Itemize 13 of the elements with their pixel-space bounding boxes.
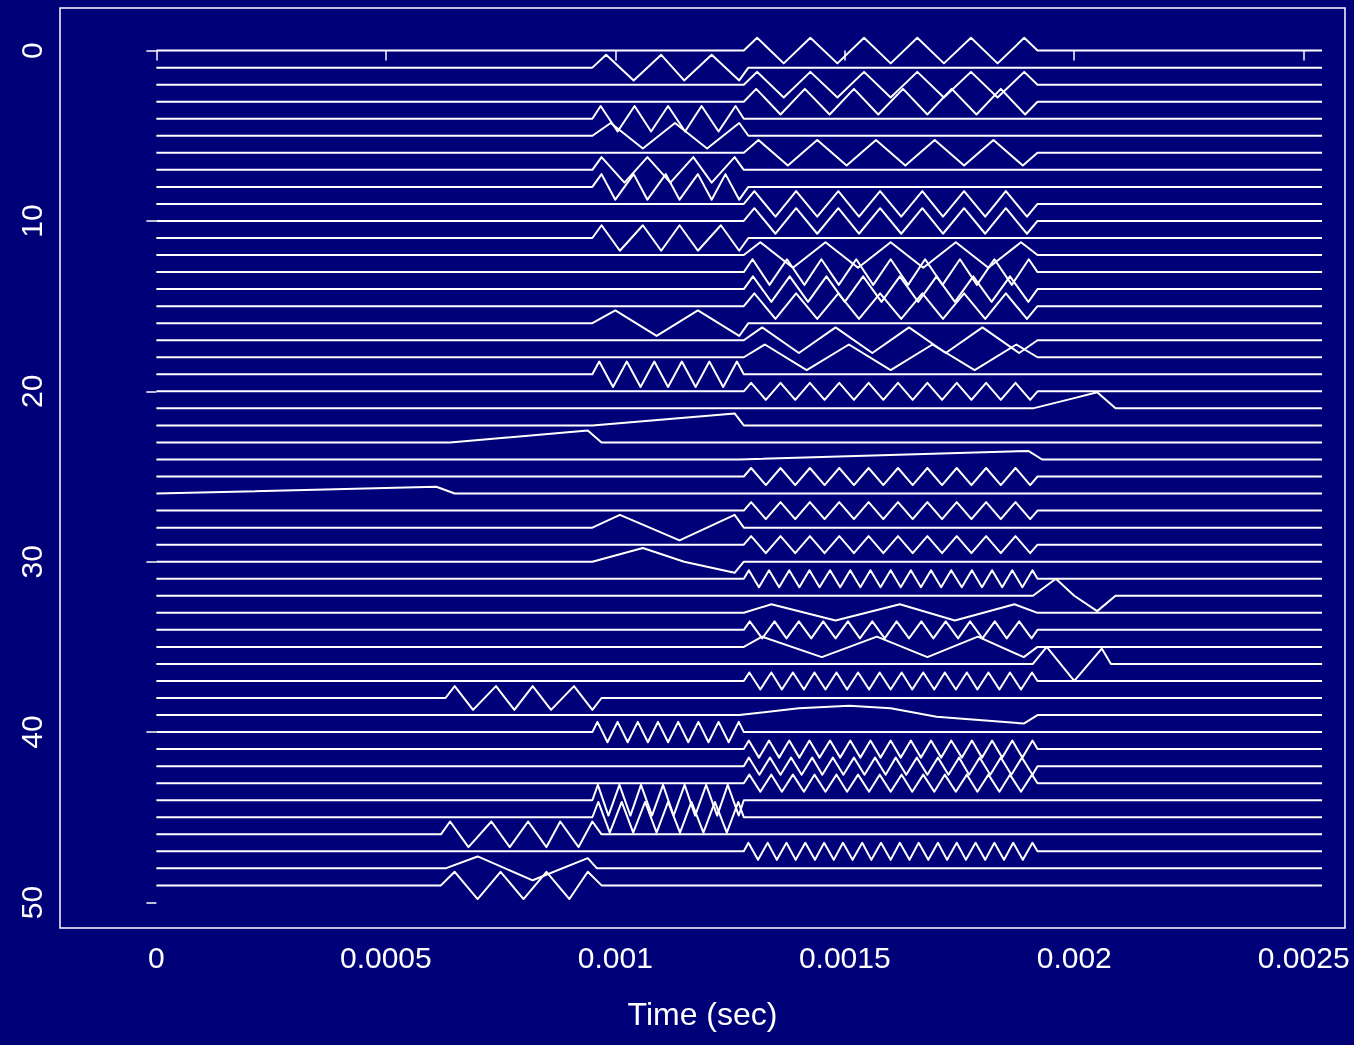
x-tick-label: 0.001	[577, 940, 653, 974]
x-tick-label: 0	[148, 940, 165, 974]
y-tick-label: 0	[14, 42, 48, 59]
x-tick-label: 0.002	[1036, 940, 1112, 974]
y-tick-label: 40	[14, 715, 48, 749]
y-tick-label: 30	[14, 545, 48, 579]
x-axis-title: Time (sec)	[627, 996, 778, 1032]
y-tick-label: 50	[14, 885, 48, 920]
y-tick-label: 20	[14, 374, 48, 409]
y-tick-label: 10	[14, 204, 48, 238]
x-tick-label: 0.0025	[1257, 940, 1350, 974]
x-tick-label: 0.0015	[798, 940, 891, 974]
x-tick-label: 0.0005	[339, 940, 432, 974]
